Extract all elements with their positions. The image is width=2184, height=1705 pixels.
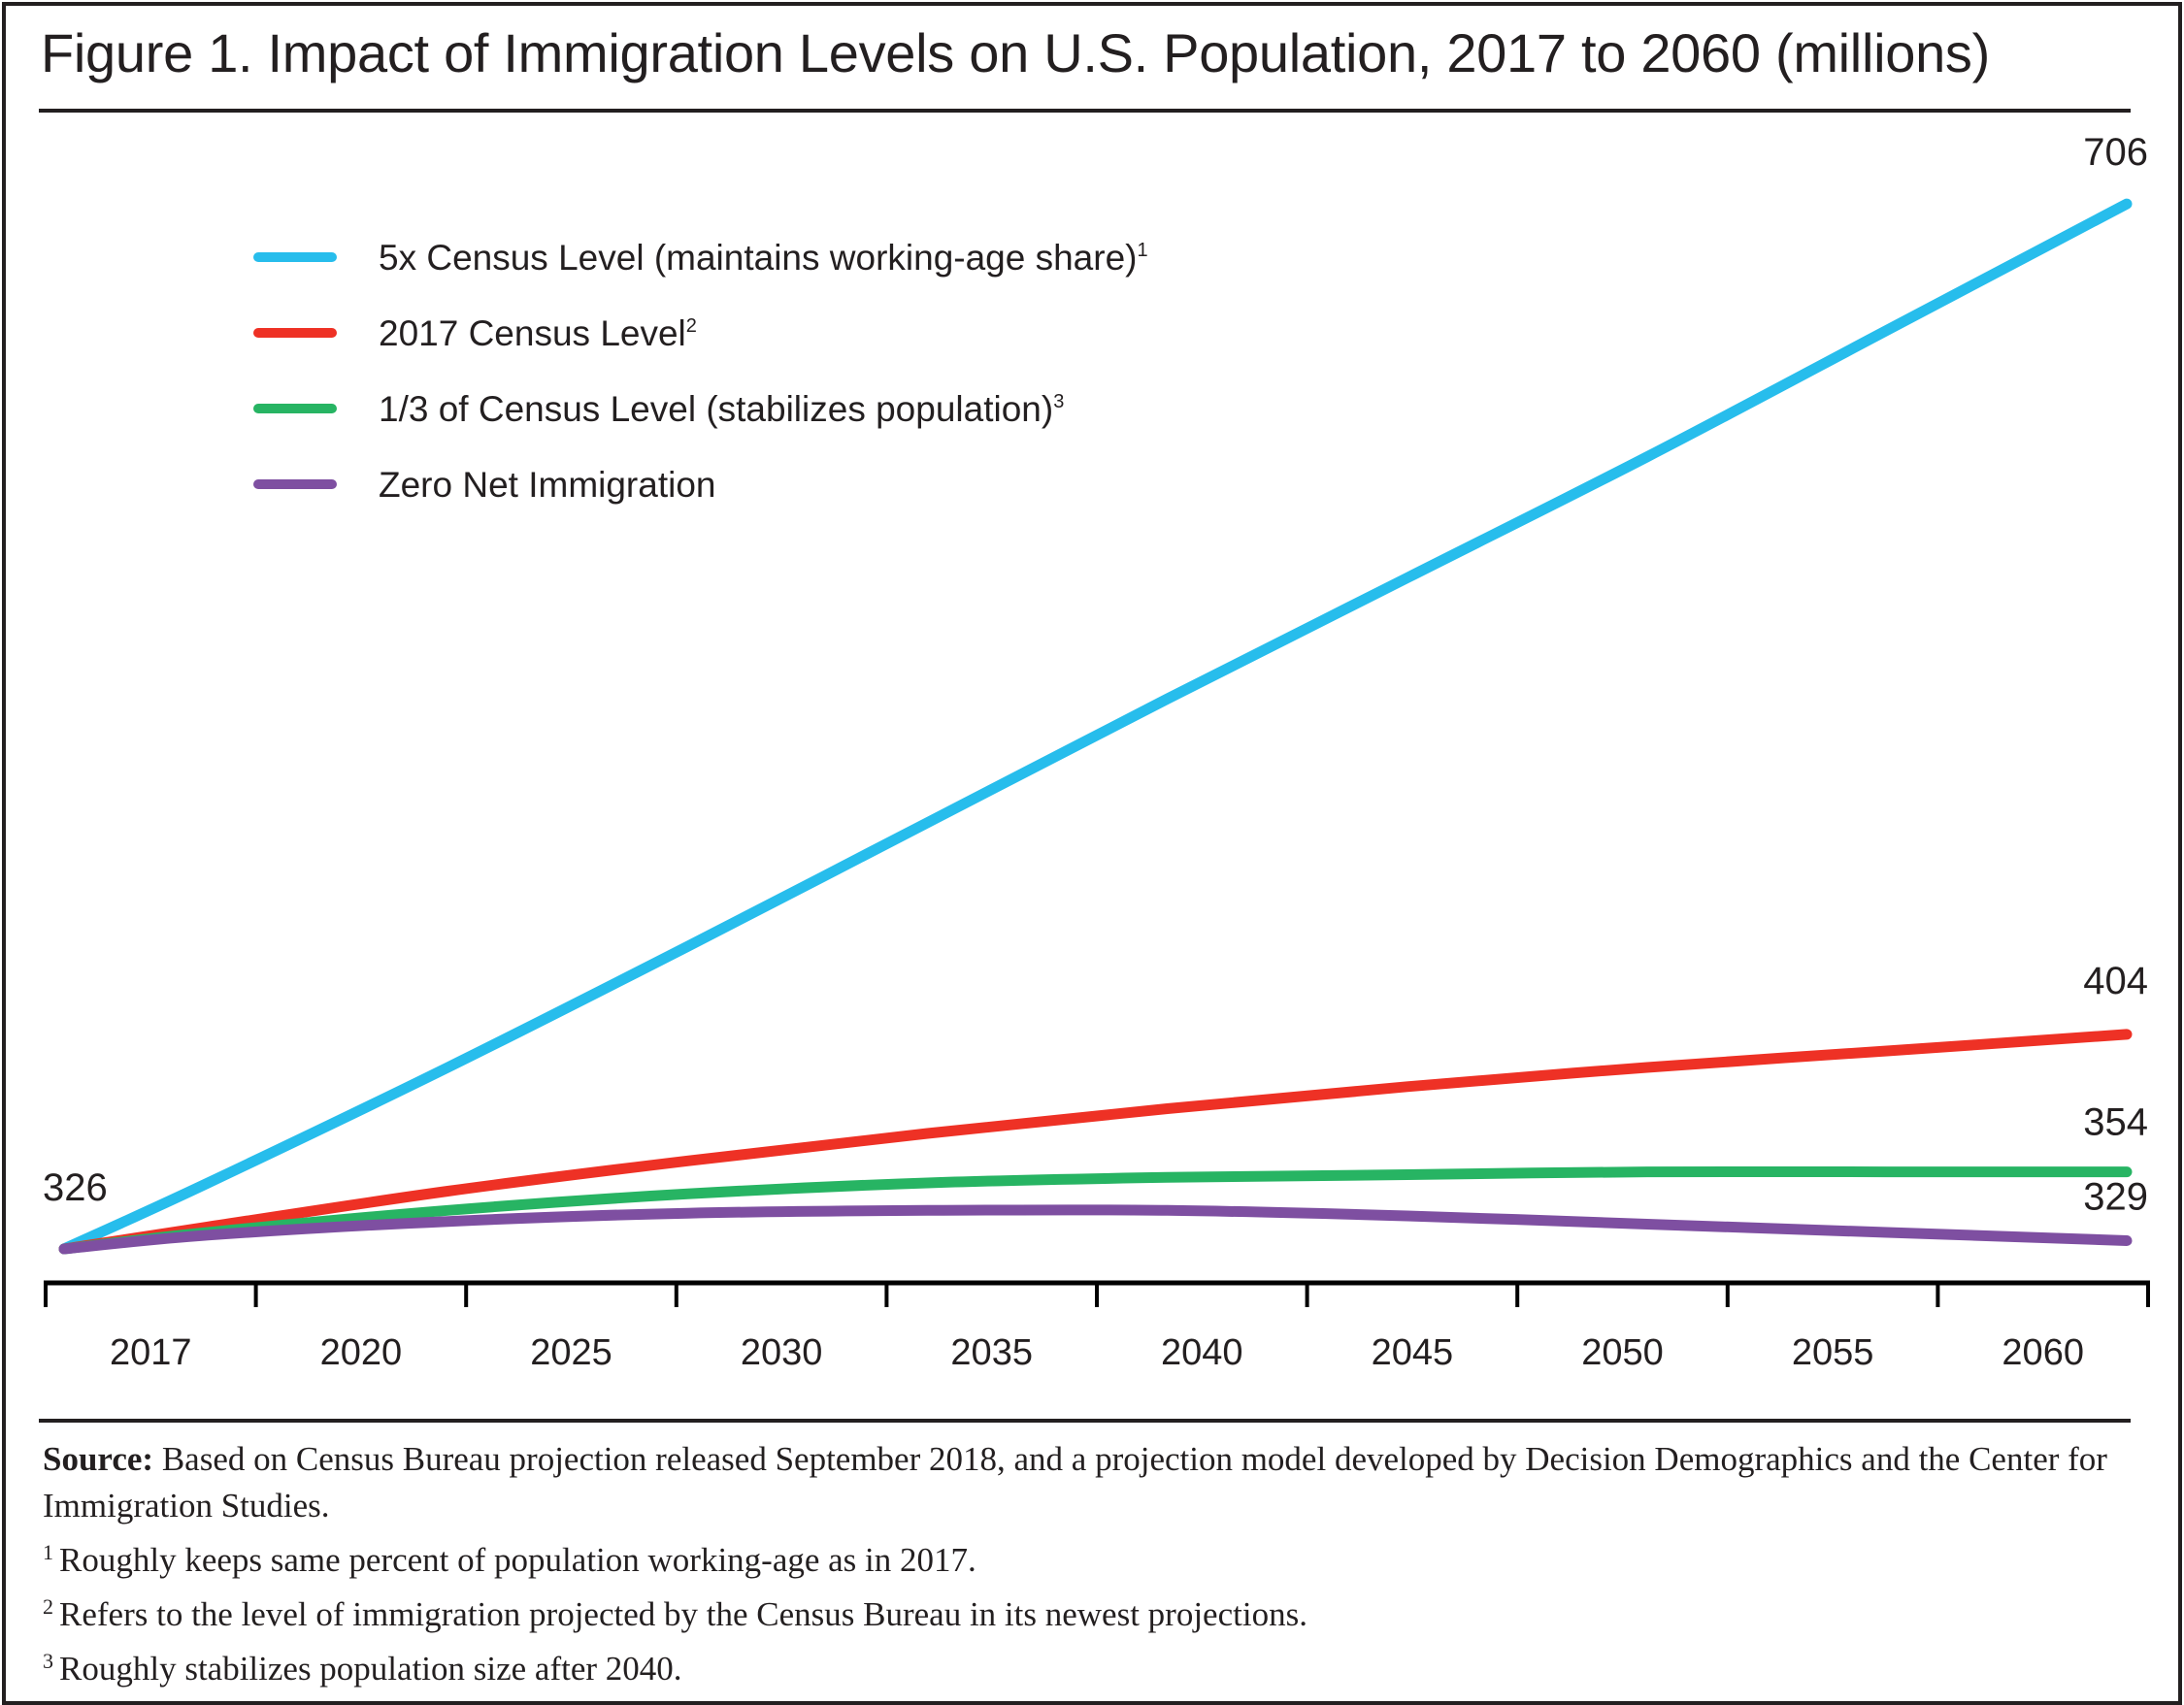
end-value-label-1: 706 — [2083, 131, 2148, 174]
end-value-label-3: 354 — [2083, 1101, 2148, 1144]
series-lines — [58, 198, 2133, 1255]
end-value-label-4: 329 — [2083, 1175, 2148, 1218]
source-divider — [39, 1419, 2131, 1423]
x-tick-label-2020: 2020 — [320, 1332, 403, 1373]
footnote-3: 3 Roughly stabilizes population size afte… — [43, 1649, 682, 1688]
source-text: Based on Census Bureau projection releas… — [43, 1440, 2107, 1525]
source-line: Source: Based on Census Bureau projectio… — [43, 1436, 2139, 1529]
footnote-1: 1 Roughly keeps same percent of populatio… — [43, 1540, 976, 1579]
legend-label-1: 5x Census Level (maintains working-age s… — [379, 238, 1148, 278]
chart-title: Figure 1. Impact of Immigration Levels o… — [41, 22, 1990, 83]
end-value-label-2: 404 — [2083, 960, 2148, 1002]
x-tick-label-2017: 2017 — [110, 1332, 192, 1373]
x-axis: 2017 2020 2025 2030 2035 2040 2045 2050 2055 2060 — [44, 1280, 2150, 1373]
series-line-3 — [58, 1165, 2133, 1255]
legend-label-4: Zero Net Immigration — [379, 465, 716, 505]
value-labels: 706 404 354 329 326 — [43, 131, 2148, 1218]
x-tick-label-2045: 2045 — [1372, 1332, 1454, 1373]
footnote-2: 2 Refers to the level of immigration proj… — [43, 1594, 1307, 1633]
title-divider — [39, 109, 2131, 113]
series-line-2 — [58, 1029, 2133, 1255]
series-line-1 — [58, 198, 2133, 1255]
x-tick-label-2060: 2060 — [2002, 1332, 2084, 1373]
x-tick-label-2025: 2025 — [530, 1332, 612, 1373]
x-tick-label-2055: 2055 — [1792, 1332, 1874, 1373]
x-tick-label-2040: 2040 — [1161, 1332, 1243, 1373]
x-tick-label-2050: 2050 — [1581, 1332, 1664, 1373]
legend-label-3: 1/3 of Census Level (stabilizes populati… — [379, 389, 1064, 429]
series-line-4 — [58, 1204, 2133, 1255]
x-tick-label-2035: 2035 — [950, 1332, 1033, 1373]
start-value-label: 326 — [43, 1166, 108, 1209]
source-label: Source: — [43, 1440, 154, 1478]
x-tick-label-2030: 2030 — [741, 1332, 823, 1373]
source-notes: Source: Based on Census Bureau projectio… — [43, 1436, 2139, 1692]
legend: 5x Census Level (maintains working-age s… — [253, 238, 1148, 505]
legend-label-2: 2017 Census Level2 — [379, 313, 697, 353]
